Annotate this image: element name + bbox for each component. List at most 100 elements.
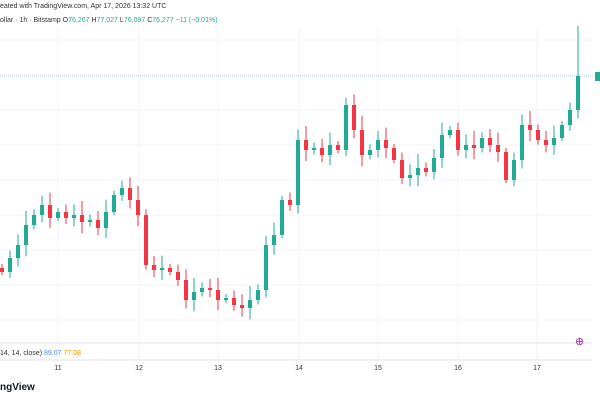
ohlc-legend: ollar · 1h · Bitstamp O76,267 H77,027 L7… bbox=[0, 17, 218, 24]
candle-body bbox=[216, 290, 220, 300]
created-with-header: eated with TradingView.com, Apr 17, 2026… bbox=[0, 3, 167, 10]
candle-body bbox=[56, 212, 60, 218]
candle-body bbox=[464, 145, 468, 150]
candle-body bbox=[160, 268, 164, 270]
candle-body bbox=[312, 148, 316, 150]
candle-body bbox=[528, 125, 532, 130]
candle-body bbox=[48, 205, 52, 218]
close-value: 76,277 bbox=[152, 17, 174, 24]
candle-body bbox=[352, 105, 356, 130]
candle-body bbox=[104, 212, 108, 228]
l-label: L bbox=[119, 17, 124, 24]
candle-body bbox=[248, 300, 252, 308]
candle-body bbox=[272, 235, 276, 245]
candle-body bbox=[400, 160, 404, 178]
candle-body bbox=[392, 148, 396, 160]
candle-body bbox=[192, 292, 196, 300]
rsi-value-2: 77.08 bbox=[63, 350, 81, 357]
candle-body bbox=[480, 138, 484, 148]
candle-body bbox=[296, 140, 300, 205]
h-label: H bbox=[91, 17, 97, 24]
candle-body bbox=[88, 220, 92, 222]
open-value: 76,267 bbox=[68, 17, 90, 24]
candle-body bbox=[152, 265, 156, 270]
tradingview-logo: ngView bbox=[0, 382, 35, 393]
candle-body bbox=[128, 188, 132, 200]
x-tick-label: 13 bbox=[214, 365, 222, 372]
candle-body bbox=[496, 145, 500, 152]
candle-body bbox=[368, 150, 372, 155]
candle-body bbox=[176, 272, 180, 280]
candle-body bbox=[256, 290, 260, 300]
candle-body bbox=[560, 125, 564, 138]
candle-body bbox=[360, 130, 364, 155]
candle-body bbox=[576, 76, 580, 110]
candle-body bbox=[440, 135, 444, 158]
candle-body bbox=[408, 175, 412, 178]
candle-body bbox=[96, 220, 100, 228]
candle-body bbox=[504, 152, 508, 180]
candle-body bbox=[184, 280, 188, 300]
candle-body bbox=[24, 225, 28, 245]
candle-body bbox=[120, 188, 124, 195]
candle-body bbox=[72, 215, 76, 218]
candle-body bbox=[336, 145, 340, 150]
candle-body bbox=[0, 268, 4, 272]
high-value: 77,027 bbox=[96, 17, 118, 24]
candle-body bbox=[416, 168, 420, 175]
candle-body bbox=[520, 125, 524, 160]
x-tick-label: 16 bbox=[454, 365, 462, 372]
rsi-label: 14, 14, close) bbox=[0, 350, 43, 357]
symbol-label: ollar · 1h · Bitstamp bbox=[0, 17, 61, 24]
x-tick-label: 17 bbox=[533, 365, 541, 372]
low-value: 76,097 bbox=[123, 17, 146, 24]
candle-body bbox=[288, 200, 292, 205]
candle-body bbox=[40, 205, 44, 215]
candle-body bbox=[304, 140, 308, 150]
x-tick-label: 15 bbox=[374, 365, 382, 372]
candle-body bbox=[144, 215, 148, 265]
candle-body bbox=[168, 268, 172, 272]
last-price-tag bbox=[595, 72, 600, 81]
candle-body bbox=[488, 138, 492, 145]
x-tick-label: 12 bbox=[135, 365, 143, 372]
change-value: −11 (−0.01%) bbox=[175, 17, 218, 24]
candle-body bbox=[568, 110, 572, 125]
currency-switch-icon[interactable]: ⊕ bbox=[575, 336, 585, 348]
candle-body bbox=[16, 245, 20, 258]
candle-body bbox=[512, 160, 516, 180]
candle-body bbox=[64, 212, 68, 218]
rsi-value-1: 89.07 bbox=[43, 350, 62, 357]
x-tick-label: 11 bbox=[54, 365, 62, 372]
candle-body bbox=[112, 195, 116, 212]
candle-body bbox=[424, 168, 428, 172]
c-label: C bbox=[147, 17, 153, 24]
candle-body bbox=[240, 305, 244, 308]
candle-body bbox=[200, 288, 204, 292]
candle-body bbox=[376, 140, 380, 150]
rsi-legend: 14, 14, close) 89.07 77.08 bbox=[0, 350, 81, 357]
candle-body bbox=[344, 105, 348, 150]
candle-body bbox=[208, 288, 212, 290]
candle-body bbox=[232, 298, 236, 305]
candle-body bbox=[456, 130, 460, 150]
candle-body bbox=[328, 145, 332, 155]
candle-body bbox=[472, 145, 476, 148]
candle-body bbox=[264, 245, 268, 290]
candle-body bbox=[280, 200, 284, 235]
candle-body bbox=[552, 138, 556, 145]
candle-body bbox=[432, 158, 436, 172]
candle-body bbox=[8, 258, 12, 272]
o-label: O bbox=[62, 17, 69, 24]
candle-body bbox=[224, 298, 228, 300]
candle-body bbox=[32, 215, 36, 225]
candle-body bbox=[536, 130, 540, 140]
candle-body bbox=[448, 130, 452, 135]
candle-body bbox=[80, 215, 84, 222]
candle-body bbox=[320, 148, 324, 155]
candle-body bbox=[136, 200, 140, 215]
x-tick-label: 14 bbox=[295, 365, 303, 372]
candle-body bbox=[384, 140, 388, 148]
candle-body bbox=[544, 140, 548, 145]
